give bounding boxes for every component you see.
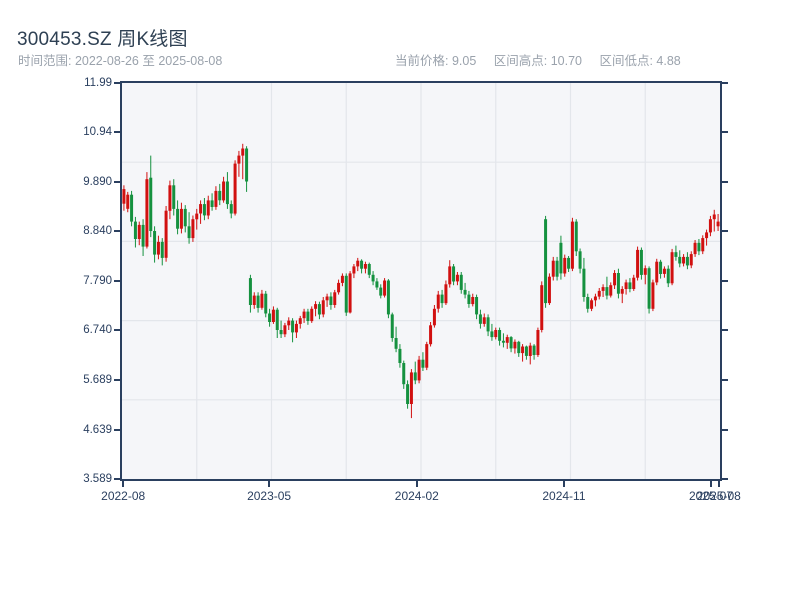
y-axis-tick-mark: [114, 478, 120, 480]
x-axis-tick-mark: [562, 481, 565, 487]
y-axis-tick-mark: [114, 131, 120, 134]
y-axis-tick-mark: [114, 428, 120, 431]
x-axis-tick-mark: [122, 481, 125, 487]
y-axis-tick-mark: [114, 230, 120, 233]
x-axis-tick-label: 2024-11: [542, 489, 586, 503]
page-title: 300453.SZ 周K线图: [17, 29, 188, 50]
y-axis-tick-mark: [114, 329, 120, 332]
y-axis-tick-mark: [114, 379, 120, 381]
y-axis-tick-mark-right: [722, 82, 728, 84]
range-high-stat: 区间高点: 10.70: [493, 54, 582, 68]
y-axis-tick-mark: [114, 279, 120, 282]
plot-area[interactable]: [120, 81, 722, 481]
x-axis-tick-label: 2022-08: [101, 489, 146, 503]
candles-svg: [122, 83, 720, 479]
y-axis-tick-label: 7.790: [83, 274, 112, 287]
x-axis-tick-label: 2023-05: [247, 489, 292, 503]
x-axis-tick-label: 2024-02: [394, 489, 439, 503]
x-axis-tick-label: 2025-08: [696, 489, 741, 503]
y-axis-tick-label: 5.689: [83, 374, 112, 386]
x-axis-tick-mark: [710, 481, 713, 487]
x-axis-tick-mark: [717, 481, 720, 487]
y-axis-tick-label: 9.890: [83, 175, 112, 188]
y-axis-tick-label: 11.99: [84, 77, 112, 89]
y-axis-tick-mark: [114, 180, 120, 183]
y-axis-tick-label: 3.589: [83, 473, 112, 485]
candlestick-chart: 11.99 10.94 9.890 8.840 7.790 6.740 5.689 4.639…: [83, 77, 741, 503]
y-axis-tick-label: 4.639: [83, 423, 112, 436]
x-axis-tick-label: 2025-07: [688, 489, 734, 503]
y-axis-tick-mark: [114, 82, 120, 84]
y-axis-tick-mark-right: [722, 180, 728, 183]
current-price-stat: 当前价格: 9.05: [395, 54, 477, 68]
time-range-label: 时间范围: 2022-08-26 至 2025-08-08: [18, 54, 223, 68]
y-axis-tick-mark-right: [722, 279, 728, 282]
y-axis-tick-label: 6.740: [83, 324, 112, 337]
y-axis-tick-mark-right: [722, 131, 728, 134]
y-axis-tick-mark-right: [722, 478, 728, 480]
y-axis-tick-mark-right: [722, 428, 728, 431]
y-axis-tick-label: 8.840: [83, 225, 112, 238]
y-axis-tick-mark-right: [722, 379, 728, 381]
y-axis-tick-mark-right: [722, 230, 728, 233]
y-axis-tick-mark-right: [722, 329, 728, 332]
price-stats: 当前价格: 9.05 区间高点: 10.70 区间低点: 4.88: [395, 50, 695, 69]
y-axis-tick-label: 10.94: [83, 126, 112, 139]
x-axis-tick-mark: [268, 481, 271, 487]
x-axis-tick-mark: [415, 481, 418, 487]
range-low-stat: 区间低点: 4.88: [599, 54, 681, 68]
